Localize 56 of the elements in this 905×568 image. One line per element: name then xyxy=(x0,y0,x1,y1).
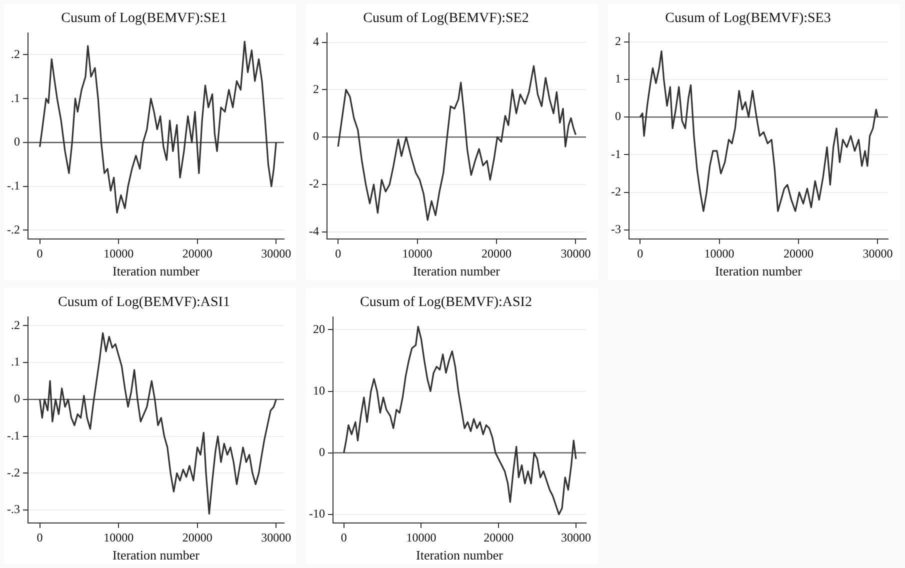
x-tick-label: 10000 xyxy=(104,246,134,260)
x-tick-label: 30000 xyxy=(261,530,292,544)
chart-title: Cusum of Log(BEMVF):SE3 xyxy=(665,11,831,26)
y-tick-label: -2 xyxy=(308,176,319,191)
x-tick-label: 0 xyxy=(335,246,342,260)
chart-title: Cusum of Log(BEMVF):SE2 xyxy=(363,11,529,26)
y-tick-label: -.2 xyxy=(6,465,20,480)
x-tick-label: 20000 xyxy=(182,530,212,544)
y-tick-label: -.1 xyxy=(6,428,20,442)
y-tick-label: -.1 xyxy=(6,178,20,193)
y-tick-label: .1 xyxy=(10,354,20,369)
chart-title: Cusum of Log(BEMVF):SE1 xyxy=(61,11,227,26)
x-axis-title: Iteration number xyxy=(715,264,803,279)
y-tick-label: 0 xyxy=(14,134,20,149)
x-tick-label: 0 xyxy=(36,530,43,544)
y-tick-label: 10 xyxy=(312,383,325,398)
y-tick-label: -10 xyxy=(308,506,325,521)
x-axis-title: Iteration number xyxy=(416,548,504,563)
x-tick-label: 20000 xyxy=(182,246,212,260)
x-axis-title: Iteration number xyxy=(112,548,200,563)
chart-title: Cusum of Log(BEMVF):ASI2 xyxy=(360,295,532,310)
y-tick-label: 0 xyxy=(318,444,325,459)
y-tick-label: 0 xyxy=(312,129,319,144)
y-tick-label: -.2 xyxy=(6,222,20,236)
x-tick-label: 10000 xyxy=(104,530,134,544)
y-tick-label: -1 xyxy=(610,146,621,161)
y-tick-label: .1 xyxy=(10,90,20,105)
x-tick-label: 20000 xyxy=(484,530,514,544)
y-tick-label: 0 xyxy=(14,392,20,406)
x-tick-label: 0 xyxy=(340,530,347,544)
y-tick-label: -.3 xyxy=(6,502,20,516)
x-tick-label: 20000 xyxy=(783,246,814,260)
x-tick-label: 30000 xyxy=(261,246,292,260)
y-tick-label: -2 xyxy=(610,184,621,198)
x-tick-label: 0 xyxy=(637,246,644,260)
y-tick-label: 20 xyxy=(312,322,325,336)
y-tick-label: 1 xyxy=(614,72,621,86)
x-tick-label: 10000 xyxy=(704,246,734,260)
y-tick-label: 0 xyxy=(614,109,621,124)
y-tick-label: -3 xyxy=(610,222,621,236)
y-tick-label: -4 xyxy=(308,224,319,238)
x-tick-label: 10000 xyxy=(406,530,436,544)
y-tick-label: 4 xyxy=(312,34,319,48)
x-axis-title: Iteration number xyxy=(112,264,200,279)
y-tick-label: 2 xyxy=(312,82,319,96)
y-tick-label: .2 xyxy=(10,46,20,61)
chart-title: Cusum of Log(BEMVF):ASI1 xyxy=(58,295,230,310)
x-tick-label: 10000 xyxy=(402,246,432,260)
x-tick-label: 30000 xyxy=(560,530,591,544)
x-tick-label: 0 xyxy=(36,246,43,260)
x-tick-label: 30000 xyxy=(862,246,893,260)
x-axis-title: Iteration number xyxy=(413,264,501,279)
x-tick-label: 30000 xyxy=(560,246,591,260)
y-tick-label: 2 xyxy=(614,34,621,48)
x-tick-label: 20000 xyxy=(481,246,512,260)
y-tick-label: .2 xyxy=(10,318,20,332)
